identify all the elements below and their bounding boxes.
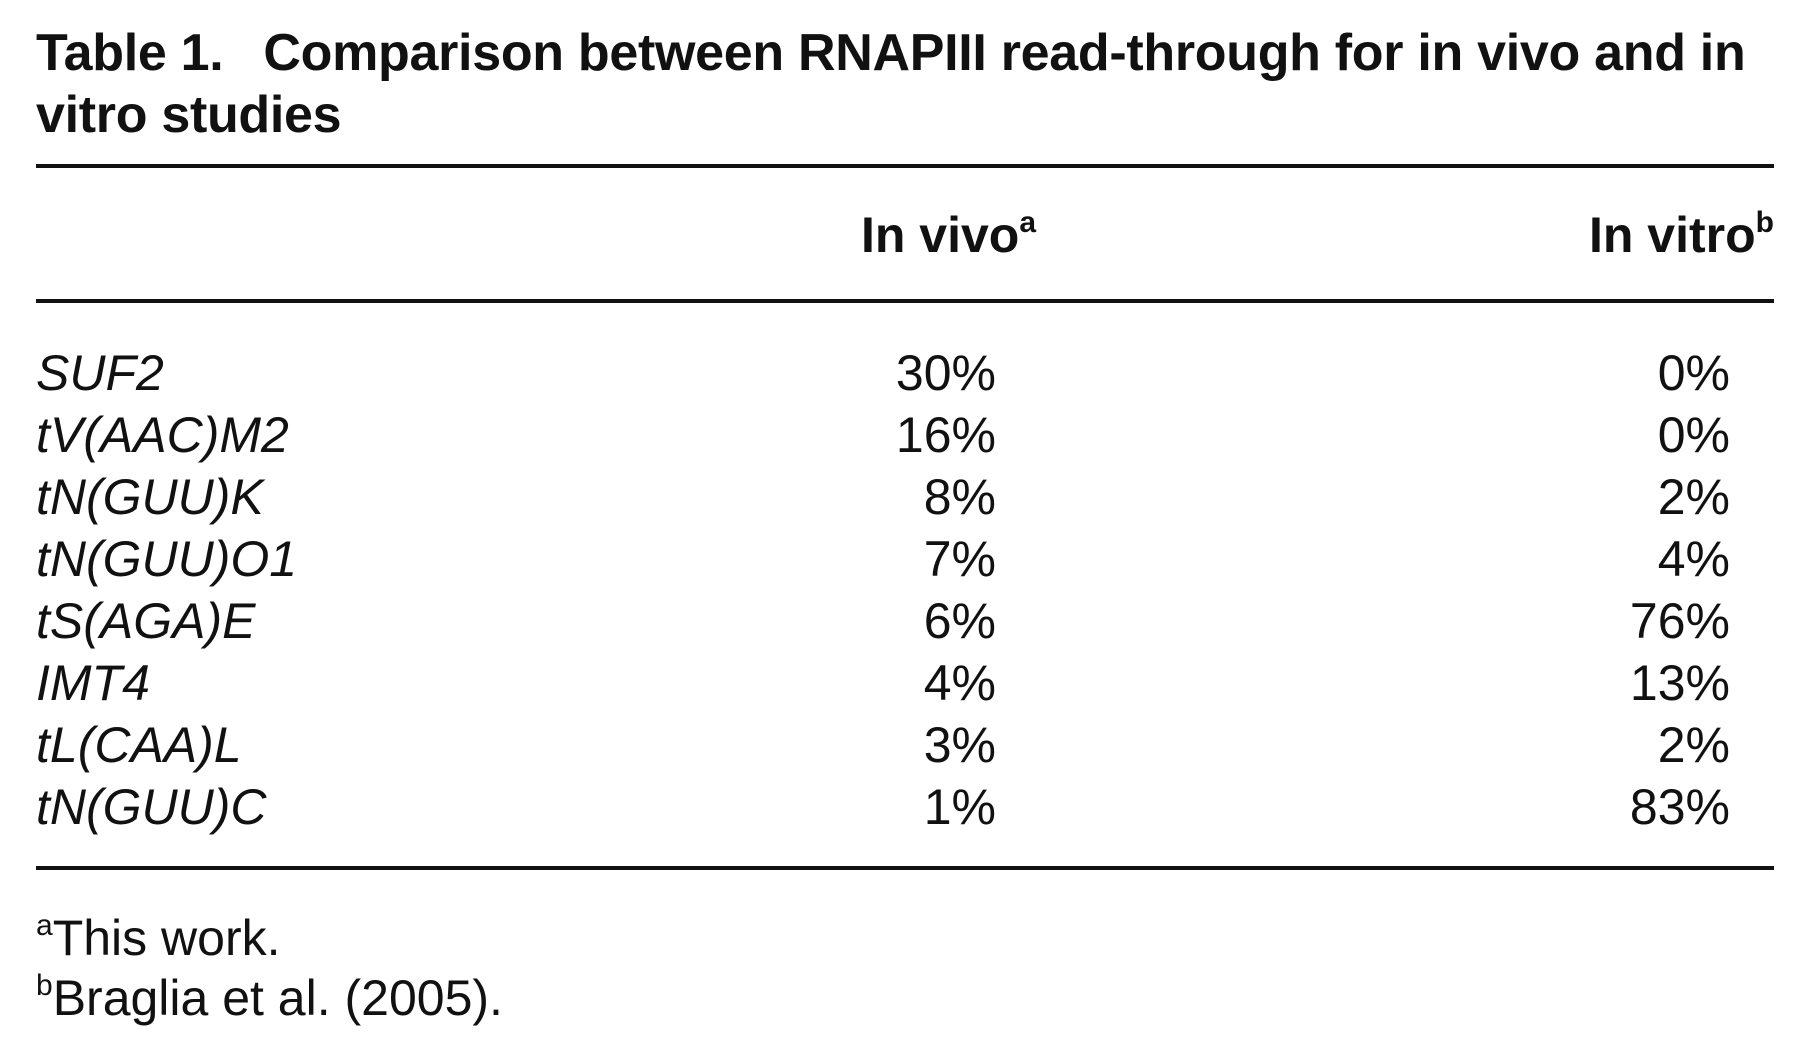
gene-cell: tV(AAC)M2 xyxy=(36,407,289,463)
gene-cell: tS(AGA)E xyxy=(36,593,256,649)
table-caption: Table 1. Comparison between RNAPIII read-… xyxy=(36,22,1776,146)
gene-cell: IMT4 xyxy=(36,655,150,711)
footnote-a: aThis work. xyxy=(36,908,503,968)
column-header-in-vivo-label: In vivo xyxy=(860,207,1020,263)
table-row: tL(CAA)L 3% 2% xyxy=(0,714,1800,776)
in-vitro-cell: 83% xyxy=(1629,779,1730,835)
table-row: IMT4 4% 13% xyxy=(0,652,1800,714)
table-row: tN(GUU)K 8% 2% xyxy=(0,466,1800,528)
header-rule xyxy=(36,299,1774,303)
in-vivo-cell: 8% xyxy=(923,469,996,525)
footnote-mark-b: b xyxy=(1755,206,1774,239)
gene-cell: SUF2 xyxy=(36,345,164,401)
table-caption-text: Comparison between RNAPIII read-through … xyxy=(36,24,1746,144)
in-vivo-cell: 30% xyxy=(895,345,996,401)
in-vitro-cell: 4% xyxy=(1657,531,1730,587)
in-vitro-cell: 0% xyxy=(1657,345,1730,401)
gene-cell: tN(GUU)O1 xyxy=(36,531,298,587)
footnote-b: bBraglia et al. (2005). xyxy=(36,968,503,1028)
in-vitro-cell: 76% xyxy=(1629,593,1730,649)
table-row: tN(GUU)O1 7% 4% xyxy=(0,528,1800,590)
bottom-rule xyxy=(36,866,1774,870)
gene-cell: tN(GUU)K xyxy=(36,469,264,525)
table-row: tN(GUU)C 1% 83% xyxy=(0,776,1800,838)
footnote-mark-a: a xyxy=(1019,206,1036,239)
column-header-in-vivo: In vivoa xyxy=(861,205,1036,265)
in-vivo-cell: 3% xyxy=(923,717,996,773)
footnote-b-text: Braglia et al. (2005). xyxy=(52,970,503,1026)
gene-cell: tN(GUU)C xyxy=(36,779,267,835)
footnote-a-mark: a xyxy=(36,909,53,942)
in-vivo-cell: 6% xyxy=(923,593,996,649)
in-vitro-cell: 13% xyxy=(1629,655,1730,711)
table-label: Table 1. xyxy=(36,24,224,82)
in-vitro-cell: 2% xyxy=(1657,469,1730,525)
column-header-in-vitro-label: In vitro xyxy=(1588,207,1756,263)
top-rule xyxy=(36,164,1774,168)
in-vitro-cell: 2% xyxy=(1657,717,1730,773)
footnote-a-text: This work. xyxy=(52,910,281,966)
table-body: SUF2 30% 0% tV(AAC)M2 16% 0% tN(GUU)K 8%… xyxy=(0,342,1800,838)
table-row: SUF2 30% 0% xyxy=(0,342,1800,404)
table-row: tV(AAC)M2 16% 0% xyxy=(0,404,1800,466)
table-footnotes: aThis work. bBraglia et al. (2005). xyxy=(36,908,503,1028)
in-vivo-cell: 4% xyxy=(923,655,996,711)
in-vivo-cell: 1% xyxy=(923,779,996,835)
in-vitro-cell: 0% xyxy=(1657,407,1730,463)
table-row: tS(AGA)E 6% 76% xyxy=(0,590,1800,652)
in-vivo-cell: 16% xyxy=(895,407,996,463)
footnote-b-mark: b xyxy=(36,969,53,1002)
column-header-in-vitro: In vitrob xyxy=(1589,205,1774,265)
in-vivo-cell: 7% xyxy=(923,531,996,587)
gene-cell: tL(CAA)L xyxy=(36,717,242,773)
